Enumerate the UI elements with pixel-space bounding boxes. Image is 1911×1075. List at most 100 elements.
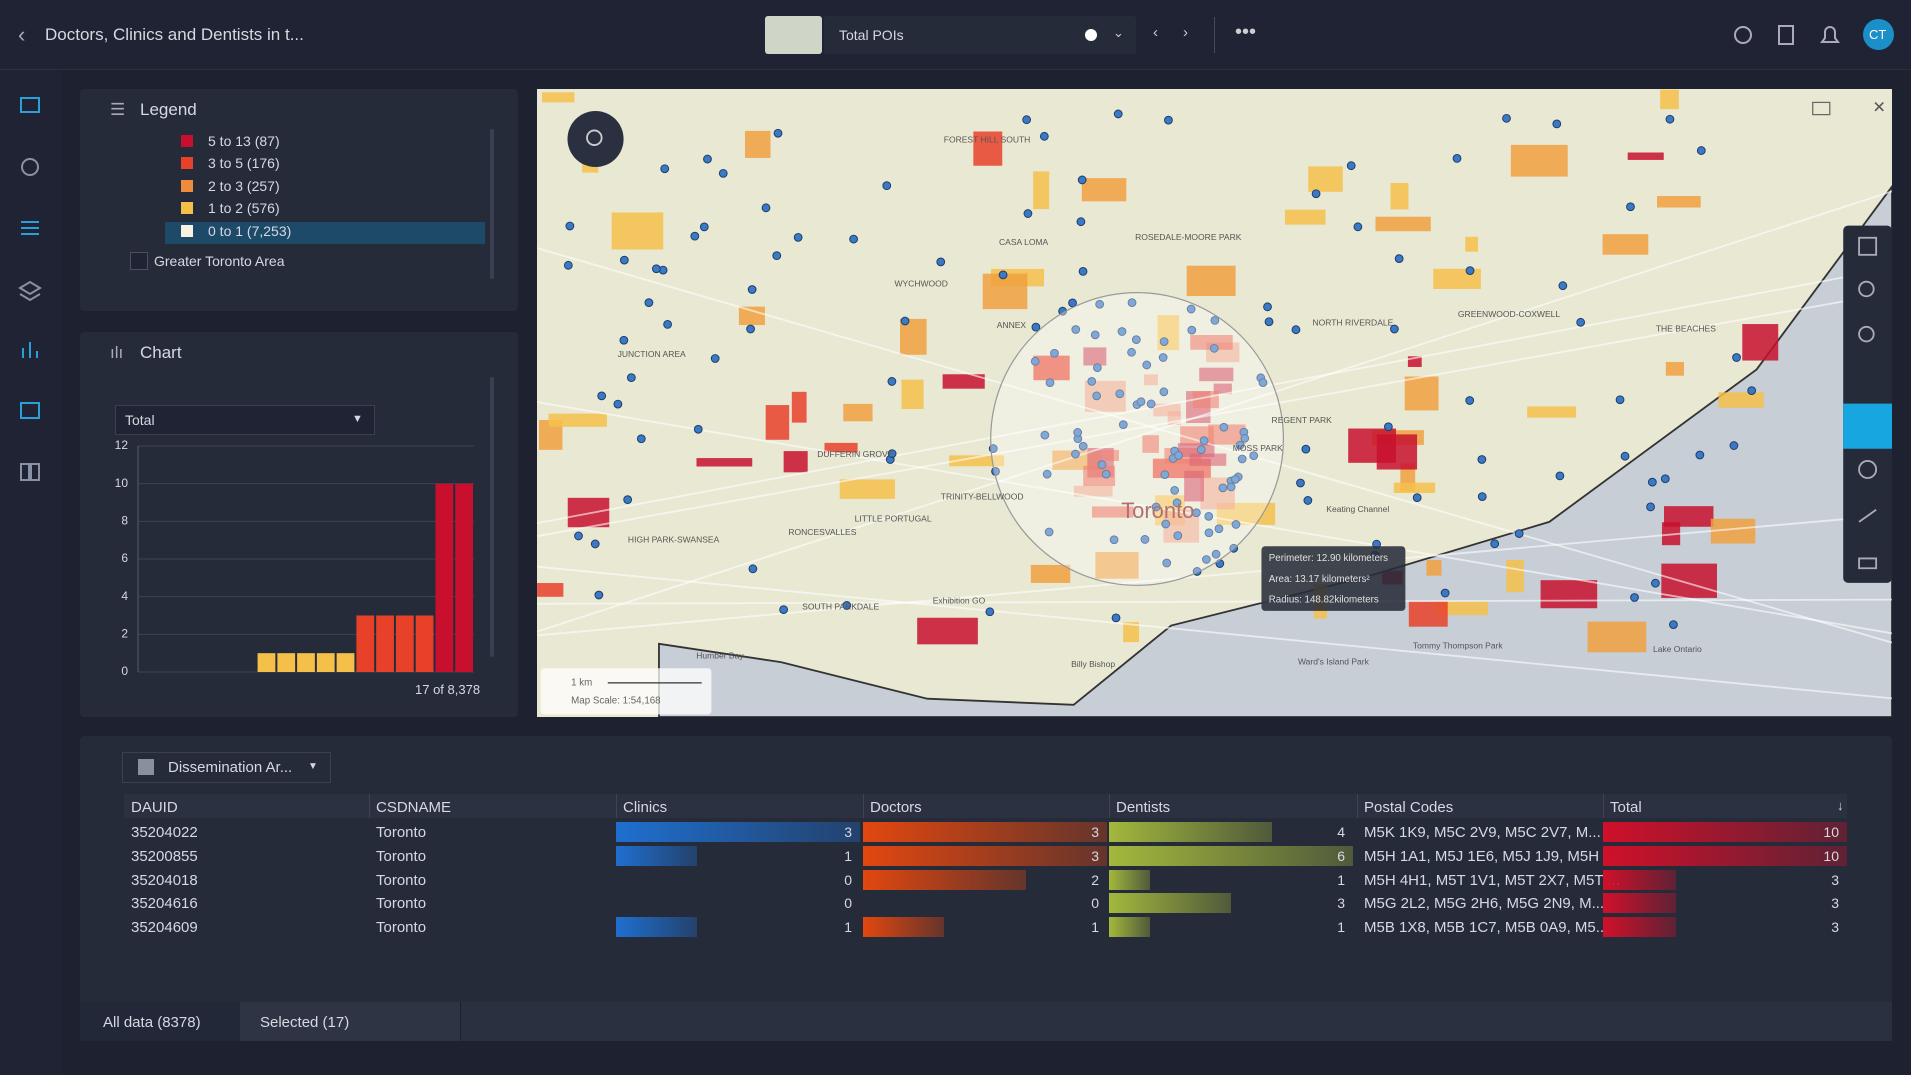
map-area (611, 212, 664, 250)
poi-dot (1076, 217, 1086, 227)
scale-ratio: Map Scale: 1:54,168 (571, 696, 660, 707)
more-button[interactable]: ••• (1235, 21, 1257, 43)
dropdown-arrow[interactable]: ▼ (352, 413, 363, 425)
map[interactable]: ✕ Toronto Humber Bay Lake Ontario Exhibitio… (537, 89, 1892, 717)
map-area (791, 391, 807, 423)
cell-value: 1 (1091, 919, 1099, 936)
close-map[interactable]: ✕ (1872, 100, 1885, 117)
scrollbar[interactable] (490, 377, 494, 657)
legend-icon[interactable] (21, 221, 39, 235)
poi-dot (1131, 335, 1141, 345)
group-checkbox[interactable] (130, 252, 148, 270)
map-label: WYCHWOOD (894, 278, 947, 288)
map-area (1527, 406, 1577, 418)
poi-dot (660, 164, 670, 174)
poi-dot (1514, 529, 1524, 538)
map-area (1190, 335, 1233, 350)
poi-dot (1240, 433, 1250, 443)
avatar[interactable] (1863, 19, 1894, 50)
poi-dot (1226, 482, 1236, 492)
poi-dot (1235, 440, 1245, 450)
map-area (1284, 209, 1326, 225)
y-tick-label: 4 (121, 589, 128, 603)
poi-dot (1558, 281, 1568, 291)
poi-dot (1109, 535, 1119, 545)
map-icon[interactable] (20, 97, 40, 113)
column-header: Dentists (1116, 799, 1171, 816)
poi-dot (1101, 469, 1111, 479)
map-area (1426, 560, 1442, 576)
poi-dot (773, 128, 783, 138)
scrollbar[interactable] (490, 129, 494, 279)
search-button[interactable] (567, 110, 624, 168)
poi-dot (623, 495, 633, 505)
poi-dot (1291, 325, 1301, 335)
map-label: SOUTH PARKDALE (802, 602, 879, 612)
map-area (1123, 622, 1140, 643)
poi-dot (1665, 114, 1675, 124)
bar (356, 615, 375, 672)
poi-dot (1490, 539, 1500, 549)
poi-dot (1502, 113, 1511, 123)
poi-dot (1022, 115, 1032, 125)
legend-swatch (181, 157, 193, 170)
chart-icon[interactable] (22, 342, 38, 358)
legend-swatch (181, 135, 193, 147)
bar (415, 615, 434, 672)
poi-dot (1210, 316, 1220, 325)
legend-panel: ☰ Legend Greater Toronto Area 5 to 13 (8… (80, 89, 518, 311)
top-icons (1734, 25, 1840, 45)
poi-dot (574, 531, 583, 541)
dropdown-arrow[interactable]: ⌄ (1113, 25, 1124, 40)
map-area (901, 379, 924, 409)
export-icon[interactable] (1778, 25, 1794, 45)
count-label: 17 of 8,378 (415, 682, 481, 697)
tab-label[interactable]: Selected (17) (260, 1014, 350, 1031)
dropdown-arrow[interactable]: ▼ (308, 761, 318, 772)
map-label: Tommy Thompson Park (1413, 641, 1504, 651)
map-label: Toronto (1121, 498, 1194, 523)
tab-active[interactable] (80, 1002, 240, 1041)
tooltip-line: Radius: 148.82kilometers (1269, 595, 1379, 606)
legend-swatch (181, 202, 193, 215)
poi-dot (1196, 445, 1206, 455)
chart-selector[interactable] (115, 405, 375, 435)
bell-icon[interactable] (1820, 26, 1840, 43)
poi-dot (1729, 441, 1739, 450)
back-button[interactable]: ‹ (18, 22, 26, 47)
layer-selector[interactable] (824, 16, 1136, 54)
poi-dot (1031, 322, 1041, 332)
poi-dot (1669, 620, 1678, 629)
poi-dot (619, 255, 629, 265)
top-bar: ‹ Doctors, Clinics and Dentists in t... … (0, 0, 1911, 70)
sidebar (0, 70, 61, 1075)
layer-thumbnail[interactable] (765, 16, 822, 54)
map-controls[interactable] (1812, 101, 1831, 116)
layers-icon[interactable] (18, 280, 42, 302)
poi-dot (1159, 337, 1169, 346)
layer-dropdown[interactable] (122, 752, 331, 783)
next-button[interactable]: › (1183, 24, 1188, 41)
map-area (1404, 376, 1439, 411)
cell-value: 0 (1091, 895, 1099, 912)
tab-label[interactable]: All data (8378) (103, 1014, 201, 1031)
cell-bar (1109, 822, 1272, 842)
map-label: Billy Bishop (1071, 659, 1115, 669)
settings-icon[interactable] (1734, 26, 1752, 44)
map-label: ANNEX (997, 320, 1027, 330)
poi-dot (1204, 528, 1214, 538)
poi-dot (1732, 353, 1741, 362)
poi-dot (1204, 511, 1214, 521)
cell-value: 3 (1337, 895, 1345, 912)
info-icon[interactable] (21, 158, 39, 176)
active-tool[interactable] (1843, 403, 1892, 449)
map-area (1308, 166, 1343, 192)
tab-selected[interactable] (240, 1002, 461, 1041)
table-icon[interactable] (20, 402, 40, 419)
poi-dot (1394, 254, 1404, 264)
book-icon[interactable] (20, 463, 40, 481)
poi-dot (1044, 527, 1054, 537)
map-label: Humber Bay (696, 650, 744, 660)
prev-button[interactable]: ‹ (1153, 24, 1158, 41)
